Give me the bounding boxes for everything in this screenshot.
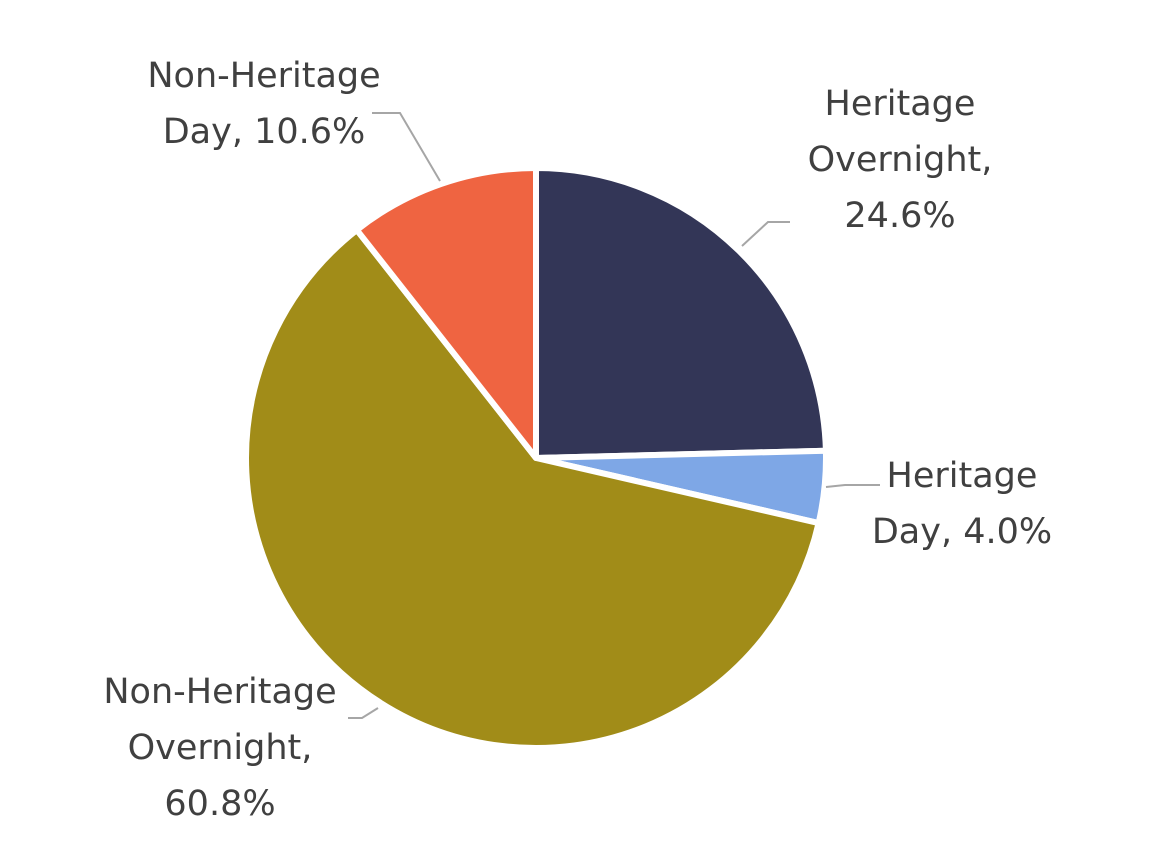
data-label-line: 24.6% — [844, 196, 955, 236]
data-label-line: Non-Heritage — [103, 672, 336, 712]
data-label-heritage-day: Heritage Day, 4.0% — [872, 456, 1052, 552]
data-labels: Heritage Overnight, 24.6% Heritage Day, 4.0%… — [103, 56, 1052, 824]
data-label-line: 60.8% — [164, 784, 275, 824]
pie-slice-non-heritage-day — [353, 165, 539, 461]
leader-line-non-heritage-day — [372, 112, 441, 182]
leader-line-heritage-day — [825, 484, 880, 488]
leader-lines — [348, 112, 880, 719]
pie-slice-heritage-overnight — [533, 165, 829, 461]
data-label-line: Day, 10.6% — [163, 112, 366, 152]
leader-line-heritage-overnight — [741, 221, 790, 247]
data-label-line: Overnight, — [808, 140, 993, 180]
data-label-line: Heritage — [825, 84, 976, 124]
data-label-line: Non-Heritage — [147, 56, 380, 96]
pie-slices — [243, 165, 829, 751]
data-label-line: Overnight, — [128, 728, 313, 768]
data-label-non-heritage-overnight: Non-Heritage Overnight, 60.8% — [103, 672, 336, 824]
pie-slice-non-heritage-overnight — [243, 226, 822, 751]
data-label-non-heritage-day: Non-Heritage Day, 10.6% — [147, 56, 380, 152]
data-label-line: Day, 4.0% — [872, 512, 1052, 552]
data-label-heritage-overnight: Heritage Overnight, 24.6% — [808, 84, 993, 236]
data-label-line: Heritage — [887, 456, 1038, 496]
leader-line-non-heritage-overnight — [348, 707, 379, 719]
